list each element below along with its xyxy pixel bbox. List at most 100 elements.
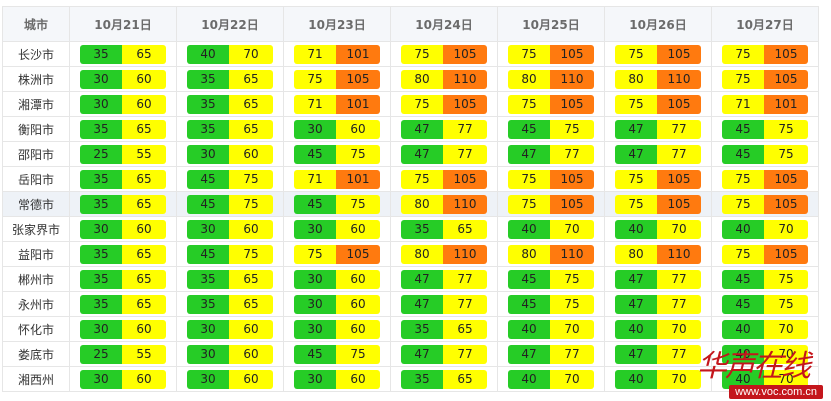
aqi-high: 65 (229, 119, 273, 139)
aqi-range: 75 105 (722, 194, 808, 214)
aqi-range: 47 77 (615, 344, 701, 364)
aqi-low: 30 (80, 319, 122, 339)
aqi-range: 35 65 (401, 369, 487, 389)
aqi-range: 30 60 (80, 319, 166, 339)
aqi-low: 35 (80, 169, 122, 189)
aqi-range: 30 60 (294, 294, 380, 314)
aqi-cell: 30 60 (283, 316, 391, 342)
aqi-high: 70 (550, 369, 594, 389)
aqi-cell: 75 105 (711, 166, 819, 192)
aqi-range: 71 101 (722, 94, 808, 114)
aqi-high: 65 (122, 169, 166, 189)
aqi-cell: 45 75 (497, 116, 605, 142)
aqi-low: 75 (615, 94, 657, 114)
aqi-cell: 45 75 (497, 291, 605, 317)
aqi-high: 105 (764, 44, 808, 64)
aqi-cell: 30 60 (69, 216, 177, 242)
aqi-cell: 80 110 (390, 66, 498, 92)
city-name: 怀化市 (2, 316, 70, 342)
aqi-low: 75 (722, 244, 764, 264)
aqi-cell: 35 65 (176, 116, 284, 142)
aqi-cell: 30 60 (176, 216, 284, 242)
aqi-range: 47 77 (508, 144, 594, 164)
table-row: 益阳市 35 65 45 75 75 105 80 110 80 110 80 110 75 105 (2, 241, 819, 267)
aqi-high: 105 (657, 44, 701, 64)
aqi-low: 35 (80, 194, 122, 214)
aqi-range: 47 77 (401, 144, 487, 164)
city-name: 常德市 (2, 191, 70, 217)
aqi-high: 77 (657, 144, 701, 164)
watermark-url: www.voc.com.cn (729, 385, 823, 399)
aqi-cell: 35 65 (176, 266, 284, 292)
aqi-low: 80 (401, 244, 443, 264)
table-row: 衡阳市 35 65 35 65 30 60 47 77 45 75 47 77 45 75 (2, 116, 819, 142)
aqi-high: 105 (550, 169, 594, 189)
aqi-cell: 75 105 (497, 166, 605, 192)
aqi-range: 45 75 (187, 194, 273, 214)
aqi-range: 80 110 (508, 69, 594, 89)
aqi-range: 47 77 (401, 344, 487, 364)
aqi-cell: 45 75 (283, 141, 391, 167)
aqi-range: 40 70 (722, 319, 808, 339)
aqi-low: 30 (294, 119, 336, 139)
aqi-cell: 30 60 (283, 266, 391, 292)
aqi-high: 75 (550, 269, 594, 289)
aqi-cell: 40 70 (497, 216, 605, 242)
aqi-low: 71 (294, 169, 336, 189)
aqi-low: 30 (294, 294, 336, 314)
aqi-range: 80 110 (508, 244, 594, 264)
aqi-range: 25 55 (80, 144, 166, 164)
aqi-low: 40 (508, 319, 550, 339)
aqi-range: 75 105 (722, 244, 808, 264)
aqi-high: 101 (336, 94, 380, 114)
aqi-high: 75 (550, 294, 594, 314)
aqi-low: 40 (615, 369, 657, 389)
aqi-high: 77 (443, 119, 487, 139)
aqi-low: 47 (508, 144, 550, 164)
aqi-cell: 30 60 (69, 316, 177, 342)
aqi-range: 30 60 (187, 369, 273, 389)
aqi-high: 60 (229, 144, 273, 164)
aqi-low: 75 (615, 44, 657, 64)
aqi-cell: 35 65 (69, 166, 177, 192)
aqi-low: 35 (80, 269, 122, 289)
aqi-high: 65 (122, 194, 166, 214)
aqi-low: 40 (508, 369, 550, 389)
aqi-range: 35 65 (187, 119, 273, 139)
aqi-range: 35 65 (80, 119, 166, 139)
aqi-cell: 40 70 (497, 316, 605, 342)
aqi-range: 35 65 (187, 94, 273, 114)
aqi-cell: 75 105 (604, 41, 712, 67)
aqi-cell: 71 101 (283, 41, 391, 67)
aqi-range: 40 70 (722, 219, 808, 239)
aqi-low: 71 (722, 94, 764, 114)
aqi-low: 75 (294, 69, 336, 89)
table-row: 岳阳市 35 65 45 75 71 101 75 105 75 105 75 105 75 105 (2, 166, 819, 192)
aqi-low: 30 (80, 219, 122, 239)
city-name: 长沙市 (2, 41, 70, 67)
aqi-cell: 75 105 (497, 91, 605, 117)
aqi-cell: 30 60 (283, 291, 391, 317)
aqi-cell: 30 60 (176, 366, 284, 392)
aqi-low: 45 (722, 119, 764, 139)
table-row: 郴州市 35 65 35 65 30 60 47 77 45 75 47 77 45 75 (2, 266, 819, 292)
aqi-range: 30 60 (187, 219, 273, 239)
aqi-high: 70 (764, 344, 808, 364)
aqi-cell: 75 105 (390, 166, 498, 192)
aqi-range: 75 105 (508, 169, 594, 189)
aqi-low: 35 (401, 219, 443, 239)
aqi-range: 45 75 (294, 344, 380, 364)
aqi-cell: 47 77 (604, 291, 712, 317)
aqi-high: 75 (229, 194, 273, 214)
city-name: 衡阳市 (2, 116, 70, 142)
aqi-range: 75 105 (615, 194, 701, 214)
aqi-low: 30 (294, 319, 336, 339)
aqi-low: 47 (615, 294, 657, 314)
aqi-low: 45 (294, 144, 336, 164)
aqi-low: 30 (80, 94, 122, 114)
aqi-cell: 80 110 (604, 66, 712, 92)
aqi-low: 35 (80, 294, 122, 314)
aqi-cell: 71 101 (283, 91, 391, 117)
aqi-low: 35 (80, 44, 122, 64)
aqi-high: 70 (657, 369, 701, 389)
